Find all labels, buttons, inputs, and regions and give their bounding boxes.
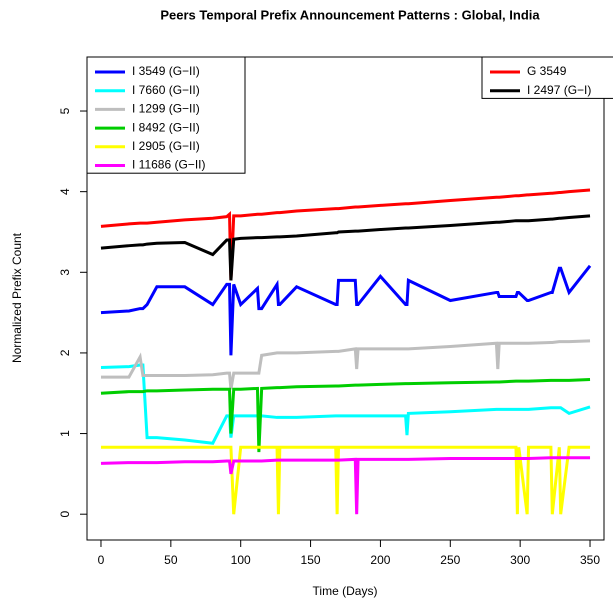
y-tick-label: 3 bbox=[58, 269, 72, 276]
series-line bbox=[100, 264, 592, 356]
legend-label: I 3549 (G−II) bbox=[132, 64, 200, 78]
x-tick-label: 50 bbox=[164, 553, 178, 567]
y-tick-label: 2 bbox=[58, 349, 72, 356]
x-tick-label: 150 bbox=[301, 553, 321, 567]
series-line bbox=[100, 456, 591, 515]
y-axis-label: Normalized Prefix Count bbox=[10, 232, 24, 363]
series-line bbox=[100, 188, 591, 281]
series-line bbox=[100, 445, 591, 515]
y-tick-label: 1 bbox=[58, 430, 72, 437]
legend-box bbox=[86, 56, 246, 174]
y-tick-label: 0 bbox=[58, 511, 72, 518]
chart-title: Peers Temporal Prefix Announcement Patte… bbox=[160, 7, 540, 22]
legend-label: I 11686 (G−II) bbox=[132, 158, 205, 172]
series-line bbox=[100, 378, 591, 453]
x-axis-label: Time (Days) bbox=[313, 584, 378, 598]
series-line bbox=[100, 214, 591, 281]
legend-label: I 1299 (G−II) bbox=[132, 102, 200, 116]
x-tick-label: 350 bbox=[580, 553, 600, 567]
y-tick-label: 4 bbox=[58, 188, 72, 195]
plot-frame bbox=[86, 56, 605, 541]
legend-label: I 2497 (G−I) bbox=[527, 83, 591, 97]
legend-label: I 7660 (G−II) bbox=[132, 83, 200, 97]
x-tick-label: 0 bbox=[98, 553, 105, 567]
y-tick-label: 5 bbox=[58, 107, 72, 114]
x-tick-label: 200 bbox=[370, 553, 390, 567]
x-tick-label: 250 bbox=[440, 553, 460, 567]
legend-label: G 3549 bbox=[527, 64, 567, 78]
x-tick-label: 100 bbox=[231, 553, 251, 567]
series-line bbox=[100, 339, 591, 390]
x-tick-label: 300 bbox=[510, 553, 530, 567]
legend-label: I 2905 (G−II) bbox=[132, 139, 200, 153]
legend-label: I 8492 (G−II) bbox=[132, 120, 200, 134]
series-line bbox=[100, 363, 591, 445]
